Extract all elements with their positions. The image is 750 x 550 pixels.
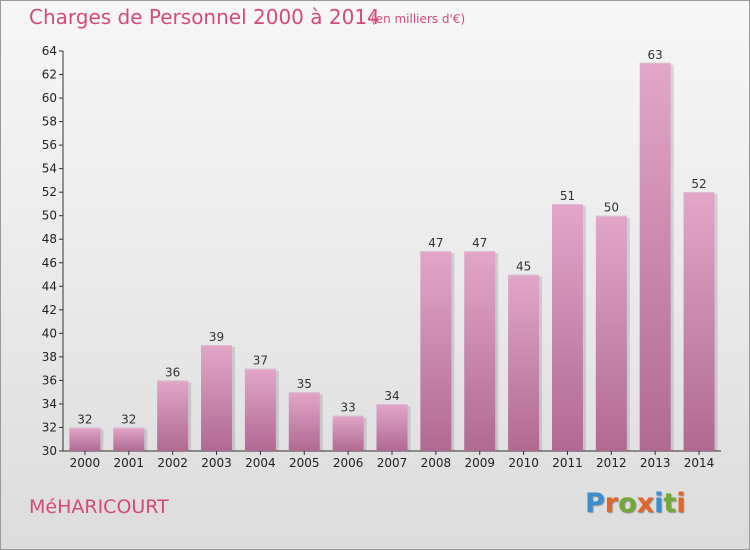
logo-letter: o [618,488,637,519]
y-tick-label: 38 [42,350,57,364]
data-label-2009: 47 [472,236,487,250]
data-label-2006: 33 [340,401,355,415]
x-tick-label-2014: 2014 [684,456,715,470]
bar-2008 [420,251,452,451]
logo-letter: x [636,488,655,519]
x-tick-label-2009: 2009 [464,456,495,470]
y-tick-label: 40 [42,326,57,340]
chart-labels: 30 32 34 36 38 40 42 44 46 48 50 52 54 56 58 60 62 64 2000… [42,44,715,470]
bar-2012 [595,215,627,451]
data-label-2007: 34 [384,389,399,403]
bar-2003 [201,345,233,451]
proxiti-logo: Proxiti [585,488,686,519]
commune-name: MéHARICOURT [29,496,169,518]
bar-chart: 30 32 34 36 38 40 42 44 46 48 50 52 54 56 58 60 62 64 2000… [42,44,721,470]
x-tick-label-2010: 2010 [508,456,539,470]
x-tick-label-2004: 2004 [245,456,276,470]
data-label-2008: 47 [428,236,443,250]
data-label-2004: 37 [253,354,268,368]
bar-2004 [244,368,276,451]
y-tick-label: 60 [42,91,57,105]
y-tick-label: 62 [42,68,57,82]
y-tick-label: 32 [42,420,57,434]
data-label-2003: 39 [209,330,224,344]
data-label-2001: 32 [121,412,136,426]
x-tick-label-2008: 2008 [421,456,452,470]
bar-2000 [69,427,101,451]
x-tick-label-2003: 2003 [201,456,232,470]
logo-letter: i [676,488,686,519]
logo-letter: r [604,488,619,519]
y-tick-label: 54 [42,162,57,176]
bar-2007 [376,403,408,451]
bar-2009 [464,251,496,451]
bar-2011 [551,203,583,451]
y-tick-label: 46 [42,256,57,270]
data-label-2005: 35 [297,377,312,391]
y-tick-label: 56 [42,138,57,152]
data-label-2012: 50 [604,201,619,215]
x-tick-label-2011: 2011 [552,456,583,470]
bar-2005 [288,392,320,451]
bar-2006 [332,415,364,451]
bar-2014 [683,192,715,452]
x-tick-label-2000: 2000 [70,456,101,470]
data-label-2000: 32 [77,412,92,426]
y-tick-label: 48 [42,232,57,246]
bar-2002 [157,380,189,451]
x-tick-label-2013: 2013 [640,456,671,470]
y-tick-label: 58 [42,115,57,129]
logo-letter: t [663,488,677,519]
y-tick-label: 34 [42,397,57,411]
chart-bars [69,62,718,452]
x-tick-label-2006: 2006 [333,456,364,470]
data-label-2010: 45 [516,260,531,274]
data-label-2014: 52 [691,177,706,191]
data-label-2013: 63 [648,48,663,62]
bar-2001 [113,427,145,451]
x-tick-label-2012: 2012 [596,456,627,470]
x-tick-label-2007: 2007 [377,456,408,470]
chart-title: Charges de Personnel 2000 à 2014 [29,5,380,29]
y-tick-label: 52 [42,185,57,199]
bar-2010 [508,274,540,451]
x-tick-label-2002: 2002 [157,456,188,470]
data-label-2011: 51 [560,189,575,203]
y-tick-label: 64 [42,44,57,58]
chart-subtitle: (en milliers d'€) [371,12,466,26]
x-tick-label-2001: 2001 [114,456,145,470]
data-label-2002: 36 [165,365,180,379]
y-tick-label: 42 [42,303,57,317]
bar-2013 [639,62,671,451]
logo-letter: P [585,488,605,519]
x-tick-label-2005: 2005 [289,456,320,470]
logo-letter: i [654,488,664,519]
y-tick-label: 36 [42,373,57,387]
y-tick-label: 44 [42,279,57,293]
y-tick-label: 50 [42,209,57,223]
y-tick-label: 30 [42,444,57,458]
